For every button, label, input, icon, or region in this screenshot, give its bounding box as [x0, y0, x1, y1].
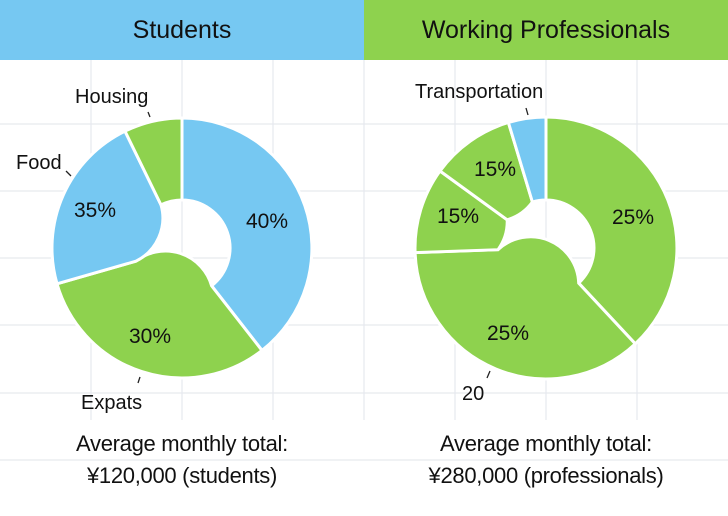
- professionals-pct-25-right: 25%: [612, 206, 654, 229]
- students-header: Students: [0, 0, 364, 60]
- professionals-slice-25-bottom: [413, 235, 638, 381]
- professionals-total-value: ¥280,000 (professionals): [428, 463, 664, 488]
- professionals-donut: Transportation 20 25% 25% 15% 15%: [413, 81, 679, 405]
- professionals-label-transportation: Transportation: [415, 81, 543, 103]
- students-total-label: Average monthly total:: [76, 431, 288, 456]
- students-donut: Housing Food Expats 40% 35% 30%: [16, 86, 314, 414]
- professionals-pct-15-left: 15%: [437, 205, 479, 228]
- students-pct-30: 30%: [129, 325, 171, 348]
- students-pct-40: 40%: [246, 210, 288, 233]
- professionals-slice-transportation: [506, 115, 548, 204]
- students-label-housing: Housing: [75, 86, 148, 108]
- students-total-value: ¥120,000 (students): [87, 463, 277, 488]
- professionals-header: Working Professionals: [364, 0, 728, 60]
- students-slice-housing: [122, 116, 184, 207]
- professionals-total: Average monthly total: ¥280,000 (profess…: [364, 428, 728, 492]
- professionals-label-20: 20: [462, 383, 484, 405]
- students-title: Students: [132, 15, 232, 44]
- students-total: Average monthly total: ¥120,000 (student…: [0, 428, 364, 492]
- students-slice-40: [180, 116, 314, 353]
- students-pct-35: 35%: [74, 199, 116, 222]
- professionals-slice-25-right: [544, 115, 679, 346]
- students-label-food: Food: [16, 152, 62, 174]
- students-label-expats: Expats: [81, 392, 142, 414]
- professionals-total-label: Average monthly total:: [440, 431, 652, 456]
- professionals-title: Working Professionals: [421, 15, 671, 44]
- professionals-pct-25-bottom: 25%: [487, 322, 529, 345]
- professionals-pct-15-top: 15%: [474, 158, 516, 181]
- students-slice-food: [50, 129, 165, 286]
- students-slice-expats: [55, 249, 265, 380]
